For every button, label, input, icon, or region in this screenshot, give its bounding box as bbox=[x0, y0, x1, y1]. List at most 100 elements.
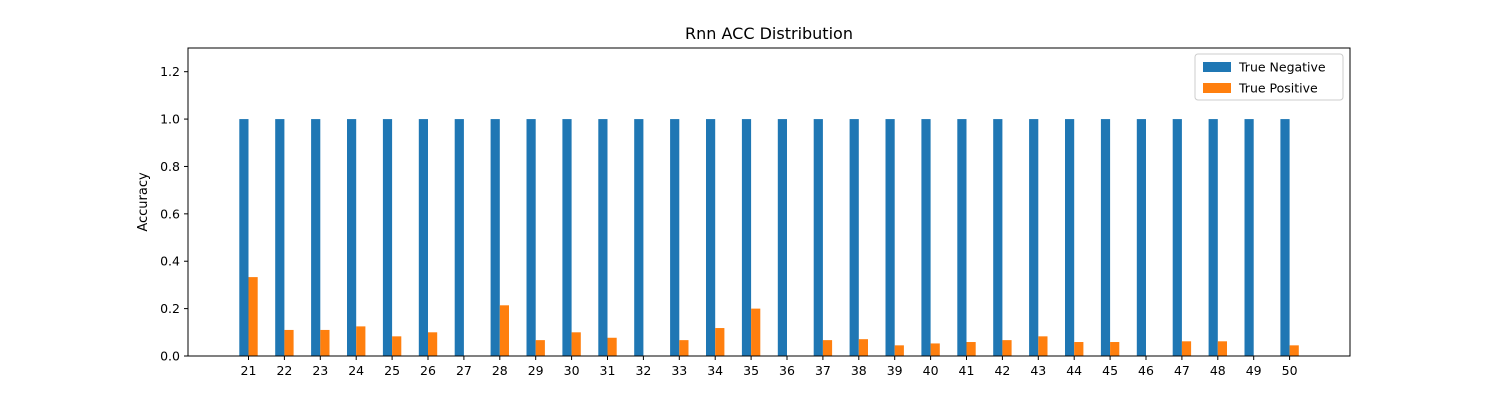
x-tick-label: 32 bbox=[635, 363, 651, 378]
bar-true-negative-28 bbox=[490, 119, 500, 356]
bar-true-positive-38 bbox=[858, 339, 868, 356]
y-tick-label: 0.6 bbox=[160, 206, 180, 221]
bar-true-positive-29 bbox=[535, 340, 545, 356]
bar-true-positive-39 bbox=[894, 345, 904, 356]
x-tick-label: 23 bbox=[312, 363, 328, 378]
x-tick-label: 47 bbox=[1174, 363, 1190, 378]
bar-true-negative-37 bbox=[813, 119, 823, 356]
bar-true-positive-43 bbox=[1038, 336, 1048, 356]
bar-true-positive-30 bbox=[571, 332, 581, 356]
bar-true-negative-46 bbox=[1136, 119, 1146, 356]
bar-true-negative-29 bbox=[526, 119, 536, 356]
bar-true-negative-49 bbox=[1244, 119, 1254, 356]
bar-true-positive-26 bbox=[428, 332, 438, 356]
bar-true-negative-23 bbox=[311, 119, 321, 356]
bars-group bbox=[239, 119, 1299, 356]
bar-true-negative-50 bbox=[1280, 119, 1290, 356]
legend-swatch-true-positive bbox=[1203, 83, 1231, 93]
x-tick-label: 46 bbox=[1138, 363, 1154, 378]
bar-true-positive-44 bbox=[1074, 342, 1084, 356]
bar-true-positive-24 bbox=[356, 326, 366, 356]
y-axis: 0.0 0.2 0.4 0.6 0.8 1.0 1.2 bbox=[160, 64, 188, 364]
x-tick-label: 39 bbox=[887, 363, 903, 378]
bar-true-negative-21 bbox=[239, 119, 249, 356]
x-tick-label: 27 bbox=[456, 363, 472, 378]
x-tick-label: 24 bbox=[348, 363, 364, 378]
x-tick-label: 36 bbox=[779, 363, 795, 378]
bar-true-negative-27 bbox=[454, 119, 464, 356]
x-tick-label: 22 bbox=[276, 363, 292, 378]
bar-true-positive-28 bbox=[499, 305, 509, 356]
bar-true-positive-45 bbox=[1110, 342, 1120, 356]
x-tick-label: 49 bbox=[1246, 363, 1262, 378]
x-tick-label: 37 bbox=[815, 363, 831, 378]
x-tick-label: 31 bbox=[600, 363, 616, 378]
bar-true-positive-48 bbox=[1217, 341, 1227, 356]
x-tick-label: 43 bbox=[1030, 363, 1046, 378]
bar-true-positive-42 bbox=[1002, 340, 1012, 356]
bar-true-negative-25 bbox=[382, 119, 393, 356]
bar-true-negative-26 bbox=[418, 119, 428, 356]
y-tick-label: 1.2 bbox=[160, 64, 180, 79]
legend-swatch-true-negative bbox=[1203, 62, 1231, 72]
bar-true-negative-24 bbox=[347, 119, 357, 356]
x-tick-label: 30 bbox=[564, 363, 580, 378]
bar-true-negative-22 bbox=[275, 119, 285, 356]
x-tick-label: 26 bbox=[420, 363, 436, 378]
bar-true-negative-44 bbox=[1065, 119, 1075, 356]
bar-true-positive-33 bbox=[679, 340, 689, 356]
x-tick-label: 45 bbox=[1102, 363, 1118, 378]
bar-true-negative-32 bbox=[634, 119, 644, 356]
x-tick-label: 33 bbox=[671, 363, 687, 378]
legend-label-true-negative: True Negative bbox=[1238, 60, 1326, 75]
bar-true-negative-43 bbox=[1029, 119, 1039, 356]
bar-true-positive-31 bbox=[607, 337, 617, 356]
legend: True Negative True Positive bbox=[1194, 53, 1344, 101]
bar-true-positive-23 bbox=[320, 329, 330, 356]
chart-title: Rnn ACC Distribution bbox=[685, 24, 853, 43]
x-tick-label: 50 bbox=[1282, 363, 1298, 378]
y-tick-label: 0.4 bbox=[160, 254, 180, 269]
x-tick-label: 28 bbox=[492, 363, 508, 378]
bar-true-negative-40 bbox=[921, 119, 931, 356]
x-tick-label: 34 bbox=[707, 363, 723, 378]
bar-true-negative-45 bbox=[1100, 119, 1111, 356]
bar-true-positive-22 bbox=[284, 329, 294, 356]
x-tick-label: 42 bbox=[994, 363, 1010, 378]
y-tick-label: 1.0 bbox=[160, 112, 180, 127]
bar-true-negative-41 bbox=[957, 119, 967, 356]
bar-true-negative-35 bbox=[741, 119, 752, 356]
x-tick-label: 25 bbox=[384, 363, 400, 378]
bar-true-negative-38 bbox=[849, 119, 859, 356]
bar-true-positive-47 bbox=[1181, 341, 1192, 356]
bar-true-negative-34 bbox=[706, 119, 716, 356]
bar-true-negative-33 bbox=[670, 119, 680, 356]
x-tick-label: 29 bbox=[528, 363, 544, 378]
legend-label-true-positive: True Positive bbox=[1238, 81, 1318, 96]
y-tick-label: 0.2 bbox=[160, 301, 180, 316]
x-tick-label: 40 bbox=[923, 363, 939, 378]
bar-true-negative-30 bbox=[562, 119, 572, 356]
x-tick-label: 21 bbox=[241, 363, 257, 378]
bar-true-positive-21 bbox=[248, 277, 258, 356]
legend-box bbox=[1194, 53, 1344, 101]
plot-frame bbox=[187, 47, 1351, 357]
bar-true-positive-50 bbox=[1289, 345, 1299, 356]
bar-true-negative-39 bbox=[885, 119, 895, 356]
x-tick-label: 41 bbox=[959, 363, 975, 378]
y-tick-label: 0.8 bbox=[160, 159, 180, 174]
y-axis-label: Accuracy bbox=[136, 172, 151, 232]
bar-true-positive-34 bbox=[715, 328, 725, 356]
x-tick-label: 48 bbox=[1210, 363, 1226, 378]
x-tick-label: 44 bbox=[1066, 363, 1082, 378]
bar-true-positive-40 bbox=[930, 343, 940, 356]
bar-true-positive-37 bbox=[822, 340, 833, 356]
bar-true-positive-25 bbox=[392, 336, 402, 356]
bar-true-positive-35 bbox=[751, 308, 761, 356]
bar-true-positive-41 bbox=[966, 342, 976, 356]
bar-true-negative-48 bbox=[1208, 119, 1218, 356]
x-tick-label: 35 bbox=[743, 363, 759, 378]
bar-true-negative-31 bbox=[598, 119, 608, 356]
bar-true-negative-36 bbox=[777, 119, 787, 356]
